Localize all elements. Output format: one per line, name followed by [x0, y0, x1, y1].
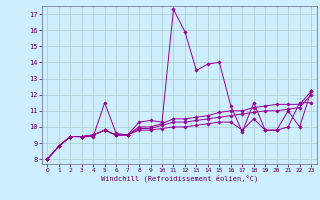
- X-axis label: Windchill (Refroidissement éolien,°C): Windchill (Refroidissement éolien,°C): [100, 175, 258, 182]
